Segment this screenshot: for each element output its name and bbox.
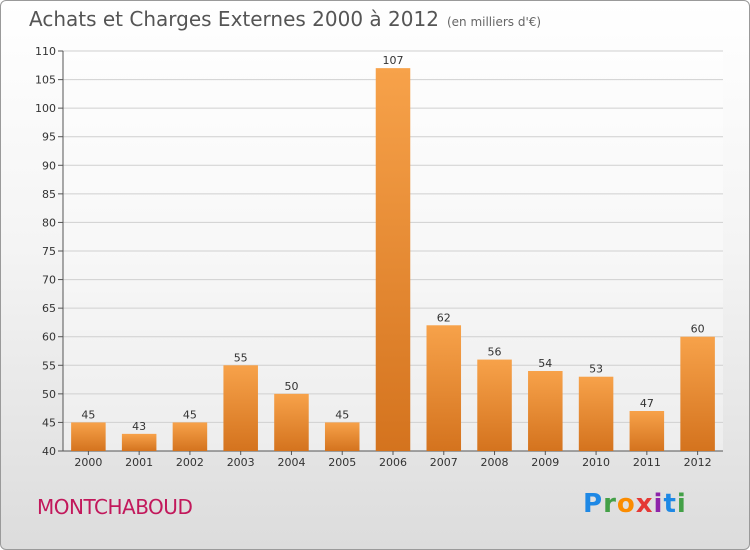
title-text: Achats et Charges Externes 2000 à 2012 bbox=[29, 7, 439, 31]
x-tick-label-2010: 2010 bbox=[582, 456, 610, 469]
x-tick-label-2003: 2003 bbox=[227, 456, 255, 469]
labels: 40 45 50 55 60 65 70 75 80 85 90 95 100 105 110 45 2000 4… bbox=[35, 45, 712, 469]
x-tick-label-2008: 2008 bbox=[481, 456, 509, 469]
x-tick-label-2012: 2012 bbox=[684, 456, 712, 469]
bar-2004 bbox=[274, 393, 309, 451]
x-tick-label-2007: 2007 bbox=[430, 456, 458, 469]
logo-letter: o bbox=[616, 489, 636, 519]
y-tick-label: 100 bbox=[35, 102, 56, 115]
y-tick-label: 55 bbox=[42, 359, 56, 372]
logo-letter: t bbox=[663, 489, 677, 519]
y-tick-label: 70 bbox=[42, 274, 56, 287]
x-tick-label-2005: 2005 bbox=[328, 456, 356, 469]
y-tick-label: 65 bbox=[42, 302, 56, 315]
bar-2012 bbox=[680, 336, 715, 451]
logo-letter: P bbox=[583, 489, 604, 519]
y-tick-label: 80 bbox=[42, 216, 56, 229]
bar-2005 bbox=[324, 422, 360, 451]
x-tick-label-2000: 2000 bbox=[74, 456, 102, 469]
bars bbox=[71, 68, 715, 452]
value-label-2009: 54 bbox=[538, 357, 552, 370]
value-label-2006: 107 bbox=[383, 54, 404, 67]
chart-title: Achats et Charges Externes 2000 à 2012 (e… bbox=[29, 7, 541, 31]
y-tick-label: 40 bbox=[42, 445, 56, 458]
value-label-2001: 43 bbox=[132, 420, 146, 433]
bar-2002 bbox=[172, 422, 208, 451]
value-label-2003: 55 bbox=[234, 351, 248, 364]
y-tick-label: 95 bbox=[42, 131, 56, 144]
logo-letter: x bbox=[635, 489, 654, 519]
value-label-2004: 50 bbox=[284, 380, 298, 393]
bar-2010 bbox=[578, 376, 614, 451]
value-label-2007: 62 bbox=[437, 311, 451, 324]
bar-2006 bbox=[375, 68, 411, 452]
bar-2009 bbox=[528, 371, 563, 451]
value-label-2011: 47 bbox=[640, 397, 654, 410]
y-tick-label: 50 bbox=[42, 388, 56, 401]
y-tick-label: 90 bbox=[42, 159, 56, 172]
y-tick-label: 75 bbox=[42, 245, 56, 258]
y-tick-label: 60 bbox=[42, 331, 56, 344]
logo-letter: i bbox=[653, 489, 664, 519]
y-tick-label: 110 bbox=[35, 45, 56, 58]
value-label-2010: 53 bbox=[589, 363, 603, 376]
value-label-2012: 60 bbox=[691, 323, 705, 336]
x-tick-label-2011: 2011 bbox=[633, 456, 661, 469]
y-tick-label: 105 bbox=[35, 74, 56, 87]
x-tick-label-2001: 2001 bbox=[125, 456, 153, 469]
bar-2008 bbox=[477, 359, 512, 451]
value-label-2000: 45 bbox=[81, 408, 95, 421]
logo-letter: r bbox=[603, 489, 617, 519]
x-tick-label-2009: 2009 bbox=[531, 456, 559, 469]
proxiti-logo[interactable]: Proxiti bbox=[583, 489, 687, 519]
bar-2000 bbox=[71, 422, 106, 451]
bar-2007 bbox=[426, 325, 462, 451]
x-tick-label-2002: 2002 bbox=[176, 456, 204, 469]
value-label-2002: 45 bbox=[183, 408, 197, 421]
chart-subtitle: (en milliers d'€) bbox=[446, 15, 542, 29]
y-tick-label: 85 bbox=[42, 188, 56, 201]
value-label-2005: 45 bbox=[335, 408, 349, 421]
value-label-2008: 56 bbox=[488, 346, 502, 359]
x-tick-label-2006: 2006 bbox=[379, 456, 407, 469]
bar-2001 bbox=[121, 433, 157, 451]
x-tick-label-2004: 2004 bbox=[277, 456, 305, 469]
place-name: MONTCHABOUD bbox=[37, 495, 193, 519]
bar-2011 bbox=[629, 411, 665, 451]
y-tick-label: 45 bbox=[42, 416, 56, 429]
logo-letter: i bbox=[676, 489, 687, 519]
bar-2003 bbox=[223, 365, 258, 451]
